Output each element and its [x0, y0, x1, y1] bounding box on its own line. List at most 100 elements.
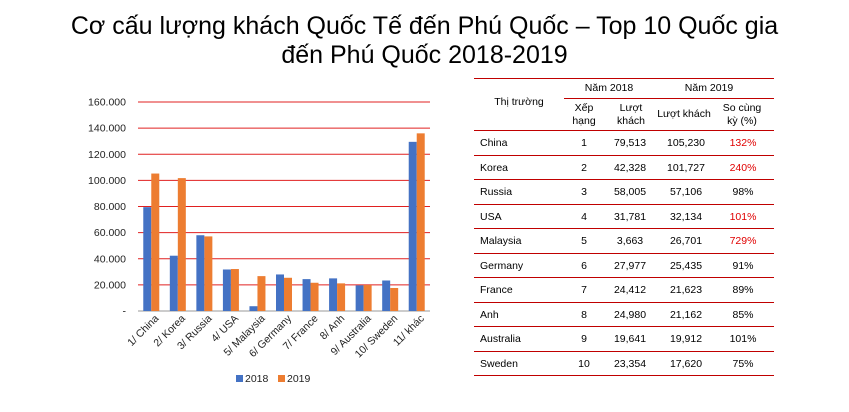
- cell-market: Germany: [480, 259, 524, 272]
- bar-2019: [257, 276, 266, 311]
- cell-compare: 729%: [729, 235, 757, 247]
- y-tick-label: 160.000: [88, 97, 126, 109]
- cell-visits-2018: 31,781: [613, 210, 647, 223]
- cell-visits-2019: 105,230: [667, 137, 705, 149]
- table-row: Australia 9 19,641 19,912 101%: [474, 326, 774, 352]
- header-mid-line: [564, 98, 774, 99]
- table-row: France 7 24,412 21,623 89%: [474, 277, 774, 303]
- row-divider: [474, 179, 774, 180]
- cell-visits-2019: 25,435: [669, 259, 703, 272]
- y-tick-label: 100.000: [88, 175, 126, 187]
- cell-compare: 240%: [729, 161, 757, 174]
- cell-visits-2018: 58,005: [613, 186, 647, 198]
- cell-visits-2019: 17,620: [669, 357, 703, 370]
- table-row: Malaysia 5 3,663 26,701 729%: [474, 228, 774, 254]
- header-top-line: [474, 78, 774, 79]
- bar-2018: [222, 269, 231, 311]
- bar-chart: - 20.000 40.000 60.000 80.000 100.000 120.000 1…: [88, 97, 430, 385]
- header-bottom-line: [474, 130, 774, 131]
- row-divider: [474, 154, 774, 156]
- cell-rank: 8: [581, 308, 587, 321]
- cell-visits-2019: 32,134: [669, 210, 703, 223]
- page-title-line1: Cơ cấu lượng khách Quốc Tế đến Phú Quốc …: [70, 12, 779, 40]
- row-divider: [474, 228, 774, 229]
- cell-compare: 75%: [732, 357, 754, 370]
- bar-2018: [329, 278, 338, 311]
- bar-2018: [302, 279, 311, 311]
- row-divider: [474, 203, 774, 205]
- cell-compare: 98%: [732, 186, 754, 198]
- bar-2019: [230, 269, 239, 311]
- row-divider: [474, 375, 774, 376]
- y-tick-label: 120.000: [88, 149, 126, 161]
- legend-label-2018: 2018: [245, 373, 269, 385]
- bar-2018: [382, 280, 391, 311]
- header-compare: So cùng kỳ (%): [722, 102, 762, 127]
- page-title-line2: đến Phú Quốc 2018-2019: [281, 41, 568, 69]
- cell-visits-2019: 21,623: [669, 284, 703, 296]
- table-row: China 1 79,513 105,230 132%: [474, 130, 774, 156]
- table-row: USA 4 31,781 32,134 101%: [474, 204, 774, 229]
- header-market: Thị trường: [494, 96, 544, 108]
- bar-2018: [249, 306, 258, 311]
- y-tick-label: 140.000: [88, 123, 126, 135]
- bar-2019: [390, 287, 399, 311]
- cell-rank: 10: [578, 357, 590, 370]
- cell-compare: 91%: [732, 259, 754, 272]
- cell-rank: 2: [581, 161, 587, 174]
- cell-visits-2018: 24,980: [613, 308, 647, 321]
- cell-visits-2018: 19,641: [613, 333, 647, 345]
- cell-visits-2019: 21,162: [669, 308, 703, 321]
- bar-2018: [276, 274, 284, 311]
- cell-visits-2019: 57,106: [669, 186, 703, 198]
- bar-2018: [196, 235, 205, 311]
- y-tick-label: 20.000: [94, 279, 126, 291]
- cell-visits-2019: 26,701: [669, 235, 703, 247]
- row-divider: [474, 252, 774, 254]
- cell-visits-2018: 79,513: [613, 137, 647, 149]
- y-tick-label: 60.000: [94, 227, 126, 239]
- cell-market: Russia: [480, 186, 513, 198]
- bar-2018: [408, 141, 417, 311]
- header-year-2018: Năm 2018: [584, 82, 634, 94]
- cell-visits-2018: 27,977: [613, 259, 647, 272]
- row-divider: [474, 350, 774, 352]
- row-divider: [474, 277, 774, 278]
- bar-2019: [204, 236, 213, 311]
- cell-compare: 89%: [732, 284, 754, 296]
- cell-visits-2019: 19,912: [669, 333, 703, 345]
- legend-label-2019: 2019: [287, 373, 311, 385]
- table-row: Anh 8 24,980 21,162 85%: [474, 302, 774, 327]
- cell-visits-2018: 3,663: [616, 235, 644, 247]
- cell-market: Sweden: [480, 357, 518, 370]
- cell-visits-2019: 101,727: [667, 161, 705, 174]
- cell-compare: 101%: [729, 333, 757, 345]
- table-row: Korea 2 42,328 101,727 240%: [474, 155, 774, 180]
- cell-market: China: [480, 137, 508, 149]
- y-tick-label: 80.000: [94, 201, 126, 213]
- cell-rank: 6: [581, 259, 587, 272]
- y-tick-label: 40.000: [94, 253, 126, 265]
- header-visits-2018: Lượt khách: [616, 102, 646, 127]
- cell-visits-2018: 23,354: [613, 357, 647, 370]
- bar-2018: [169, 255, 178, 311]
- cell-rank: 4: [581, 210, 587, 223]
- cell-market: Anh: [480, 308, 499, 321]
- cell-market: USA: [480, 210, 502, 223]
- cell-rank: 1: [581, 137, 587, 149]
- bar-2019: [177, 178, 186, 311]
- cell-compare: 132%: [729, 137, 757, 149]
- cell-compare: 85%: [732, 308, 754, 321]
- header-visits-2019: Lượt khách: [657, 108, 711, 120]
- cell-market: Korea: [480, 161, 509, 174]
- cell-market: Australia: [480, 333, 521, 345]
- legend-swatch-2019: [278, 375, 285, 382]
- bar-2019: [284, 277, 292, 311]
- legend-swatch-2018: [236, 375, 243, 382]
- header-year-2019: Năm 2019: [684, 82, 734, 94]
- table-row: Sweden 10 23,354 17,620 75%: [474, 351, 774, 376]
- bar-2019: [363, 284, 372, 311]
- cell-visits-2018: 42,328: [613, 161, 647, 174]
- cell-market: Malaysia: [480, 235, 522, 247]
- cell-rank: 5: [581, 235, 587, 247]
